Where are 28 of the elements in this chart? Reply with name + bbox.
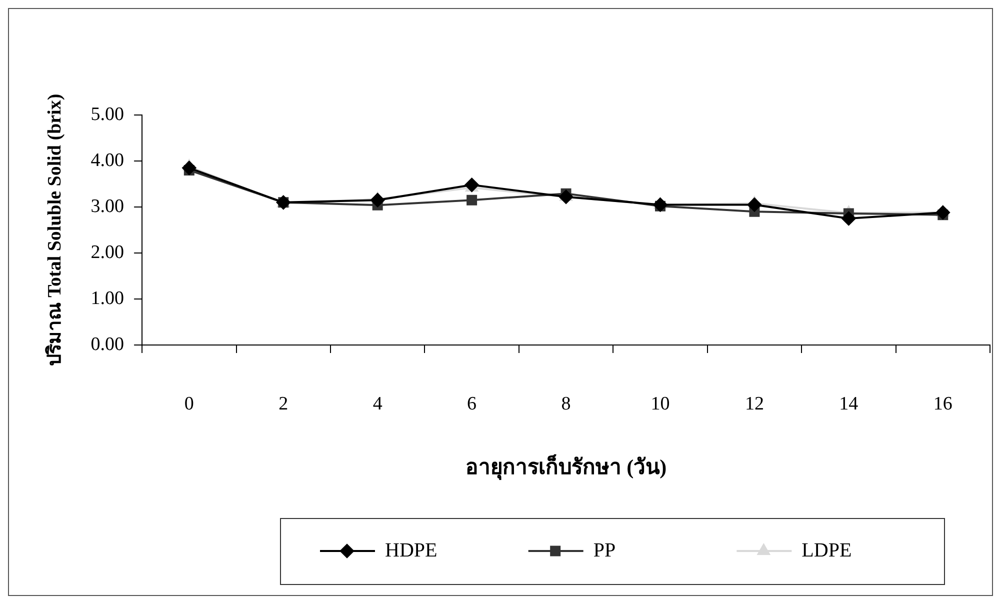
x-tick-label: 8 — [561, 393, 571, 414]
x-tick-label: 6 — [467, 393, 477, 414]
point — [182, 160, 196, 175]
y-tick-label: 3.00 — [90, 196, 124, 217]
x-tick-label: 12 — [744, 393, 764, 414]
point — [747, 198, 762, 212]
legend-label: PP — [593, 539, 616, 562]
legend-label: LDPE — [802, 539, 852, 562]
x-tick-label: 10 — [650, 393, 670, 414]
legend-label: HDPE — [385, 539, 438, 562]
x-tick-label: 16 — [933, 393, 952, 414]
point — [370, 193, 385, 208]
y-tick-label: 5.00 — [90, 104, 124, 125]
x-tick-label: 2 — [278, 393, 288, 414]
point — [466, 194, 478, 206]
y-axis-title: ปริมาณ Total Soluble Solid (brix) — [44, 94, 66, 366]
y-tick-label: 2.00 — [90, 242, 124, 263]
point — [842, 212, 856, 226]
x-tick-label: 4 — [372, 393, 383, 414]
point — [653, 198, 668, 212]
y-tick-label: 1.00 — [90, 288, 124, 309]
point — [936, 206, 950, 220]
point — [559, 190, 574, 204]
x-axis-title: อายุการเก็บรักษา (วัน) — [465, 452, 667, 481]
x-tick-label: 14 — [839, 393, 859, 414]
y-tick-label: 0.00 — [90, 334, 124, 355]
x-tick-label: 0 — [184, 393, 194, 414]
y-tick-label: 4.00 — [90, 150, 124, 171]
